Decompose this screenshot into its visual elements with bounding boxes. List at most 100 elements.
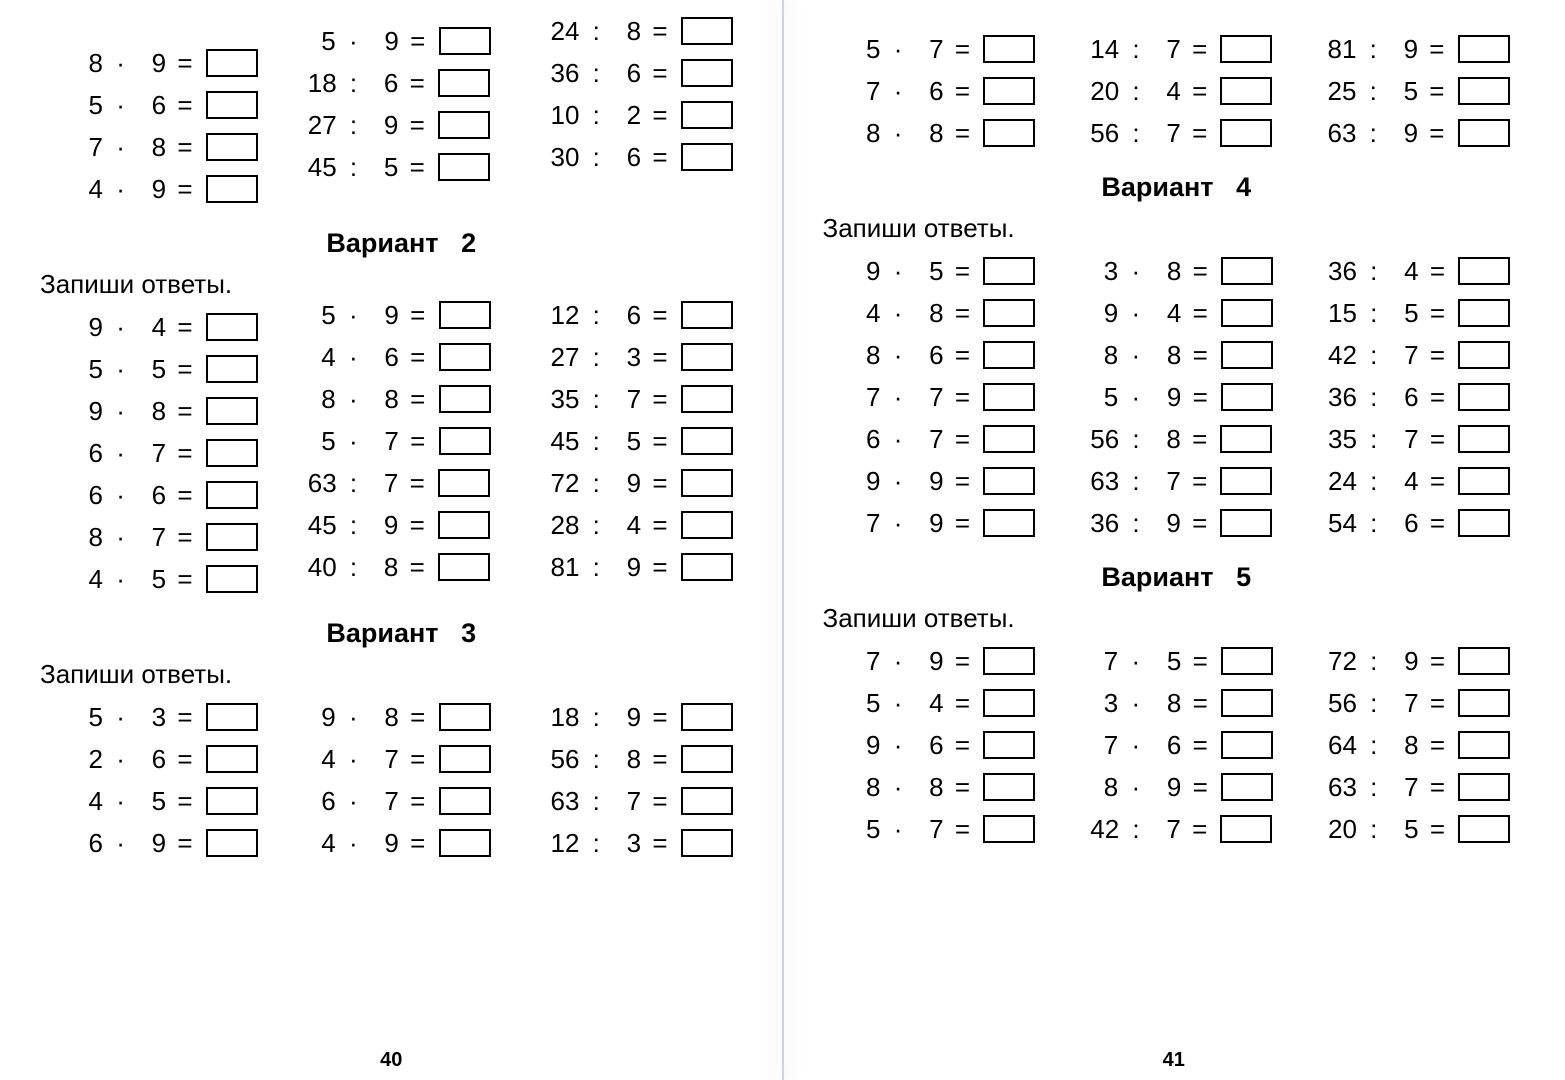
answer-box[interactable]	[1221, 383, 1273, 411]
answer-box[interactable]	[681, 745, 733, 773]
answer-box[interactable]	[439, 787, 491, 815]
answer-box[interactable]	[983, 299, 1035, 327]
answer-box[interactable]	[681, 59, 733, 87]
answer-box[interactable]	[983, 425, 1035, 453]
operator: ·	[1118, 384, 1153, 410]
answer-box[interactable]	[206, 565, 258, 593]
answer-box[interactable]	[681, 553, 733, 581]
answer-box[interactable]	[681, 17, 733, 45]
operand-a: 6	[75, 830, 103, 856]
answer-box[interactable]	[206, 175, 258, 203]
answer-box[interactable]	[439, 427, 491, 455]
answer-box[interactable]	[206, 787, 258, 815]
answer-box[interactable]	[206, 91, 258, 119]
answer-box[interactable]	[439, 301, 491, 329]
answer-box[interactable]	[681, 511, 733, 539]
answer-box[interactable]	[206, 439, 258, 467]
answer-box[interactable]	[1458, 815, 1510, 843]
answer-box[interactable]	[1220, 77, 1272, 105]
equation-row: 8 · 9 =	[75, 49, 258, 77]
answer-box[interactable]	[206, 49, 258, 77]
answer-box[interactable]	[681, 343, 733, 371]
equals-sign: =	[166, 440, 206, 466]
answer-box[interactable]	[206, 745, 258, 773]
answer-box[interactable]	[438, 511, 490, 539]
answer-box[interactable]	[983, 467, 1035, 495]
answer-box[interactable]	[1458, 257, 1510, 285]
answer-box[interactable]	[1221, 731, 1273, 759]
answer-box[interactable]	[1458, 299, 1510, 327]
answer-box[interactable]	[681, 469, 733, 497]
operand-a: 9	[853, 258, 881, 284]
answer-box[interactable]	[1458, 647, 1510, 675]
answer-box[interactable]	[1220, 119, 1272, 147]
answer-box[interactable]	[983, 119, 1035, 147]
answer-box[interactable]	[1220, 35, 1272, 63]
answer-box[interactable]	[438, 553, 490, 581]
answer-box[interactable]	[1221, 341, 1273, 369]
operator: :	[579, 746, 613, 772]
answer-box[interactable]	[439, 829, 491, 857]
answer-box[interactable]	[1458, 341, 1510, 369]
answer-box[interactable]	[206, 397, 258, 425]
answer-box[interactable]	[206, 133, 258, 161]
answer-box[interactable]	[1221, 647, 1273, 675]
answer-box[interactable]	[1221, 773, 1273, 801]
answer-box[interactable]	[681, 143, 733, 171]
answer-box[interactable]	[983, 35, 1035, 63]
answer-box[interactable]	[681, 829, 733, 857]
answer-box[interactable]	[1458, 77, 1510, 105]
answer-box[interactable]	[1458, 383, 1510, 411]
answer-box[interactable]	[1221, 257, 1273, 285]
answer-box[interactable]	[681, 101, 733, 129]
equation-row: 12 : 3 =	[551, 829, 733, 857]
answer-box[interactable]	[983, 509, 1035, 537]
answer-box[interactable]	[1458, 425, 1510, 453]
answer-box[interactable]	[983, 383, 1035, 411]
operand-a: 63	[551, 788, 580, 814]
answer-box[interactable]	[1458, 119, 1510, 147]
answer-box[interactable]	[681, 427, 733, 455]
answer-box[interactable]	[1220, 425, 1272, 453]
answer-box[interactable]	[983, 689, 1035, 717]
answer-box[interactable]	[438, 153, 490, 181]
answer-box[interactable]	[1220, 509, 1272, 537]
answer-box[interactable]	[206, 829, 258, 857]
equation-row: 24 : 4 =	[1328, 467, 1510, 495]
answer-box[interactable]	[439, 343, 491, 371]
answer-box[interactable]	[439, 745, 491, 773]
answer-box[interactable]	[1220, 815, 1272, 843]
answer-box[interactable]	[983, 731, 1035, 759]
answer-box[interactable]	[438, 469, 490, 497]
answer-box[interactable]	[1221, 299, 1273, 327]
answer-box[interactable]	[983, 815, 1035, 843]
answer-box[interactable]	[439, 703, 491, 731]
operand-a: 9	[75, 314, 103, 340]
answer-box[interactable]	[438, 111, 490, 139]
answer-box[interactable]	[1458, 773, 1510, 801]
answer-box[interactable]	[681, 787, 733, 815]
answer-box[interactable]	[681, 301, 733, 329]
answer-box[interactable]	[206, 703, 258, 731]
answer-box[interactable]	[1458, 35, 1510, 63]
answer-box[interactable]	[1458, 509, 1510, 537]
answer-box[interactable]	[206, 523, 258, 551]
answer-box[interactable]	[983, 647, 1035, 675]
answer-box[interactable]	[1458, 689, 1510, 717]
answer-box[interactable]	[439, 27, 491, 55]
answer-box[interactable]	[206, 355, 258, 383]
answer-box[interactable]	[439, 385, 491, 413]
answer-box[interactable]	[1458, 467, 1510, 495]
answer-box[interactable]	[983, 257, 1035, 285]
answer-box[interactable]	[1221, 689, 1273, 717]
answer-box[interactable]	[1458, 731, 1510, 759]
answer-box[interactable]	[1220, 467, 1272, 495]
answer-box[interactable]	[681, 385, 733, 413]
answer-box[interactable]	[983, 77, 1035, 105]
answer-box[interactable]	[983, 773, 1035, 801]
answer-box[interactable]	[206, 313, 258, 341]
answer-box[interactable]	[983, 341, 1035, 369]
answer-box[interactable]	[438, 69, 490, 97]
answer-box[interactable]	[681, 703, 733, 731]
answer-box[interactable]	[206, 481, 258, 509]
